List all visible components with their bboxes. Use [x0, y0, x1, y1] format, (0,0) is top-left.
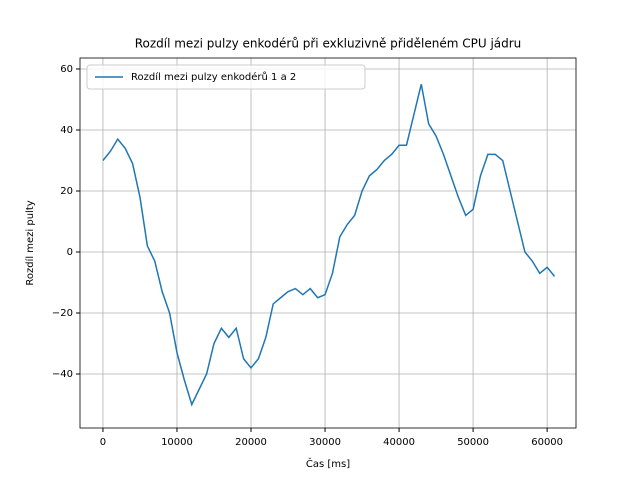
x-tick-label: 10000: [161, 437, 193, 448]
y-tick-label: −20: [52, 308, 73, 319]
y-tick-label: 20: [60, 186, 73, 197]
x-tick-label: 30000: [309, 437, 341, 448]
x-tick-label: 0: [100, 437, 106, 448]
y-tick-label: 60: [60, 64, 73, 75]
y-tick-label: −40: [52, 369, 73, 380]
x-tick-label: 40000: [383, 437, 415, 448]
y-tick-label: 40: [60, 125, 73, 136]
data-line: [102, 84, 556, 407]
x-tick-label: 60000: [531, 437, 563, 448]
y-tick-label: 0: [67, 247, 73, 258]
chart-title: Rozdíl mezi pulzy enkodérů při exkluzivn…: [135, 37, 522, 51]
x-axis-label: Čas [ms]: [306, 457, 350, 470]
y-axis-label: Rozdíl mezi pulty: [24, 200, 36, 285]
x-tick-label: 20000: [235, 437, 267, 448]
legend-label: Rozdíl mezi pulzy enkodérů 1 a 2: [131, 71, 296, 83]
plot-frame: [79, 57, 577, 429]
x-tick-label: 50000: [457, 437, 489, 448]
legend-box: [86, 64, 366, 90]
